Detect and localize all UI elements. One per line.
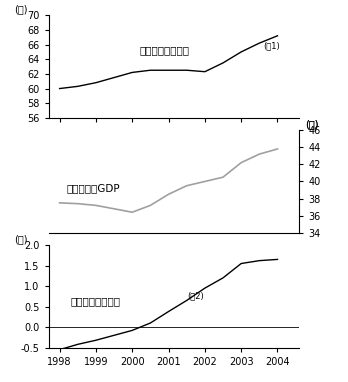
Text: (注2): (注2) bbox=[188, 291, 204, 300]
Text: (注1): (注1) bbox=[264, 42, 280, 50]
Text: (％): (％) bbox=[306, 119, 319, 129]
Text: 資本形成／GDP: 資本形成／GDP bbox=[67, 183, 120, 193]
Text: (％): (％) bbox=[14, 4, 27, 14]
Text: (％): (％) bbox=[306, 119, 319, 129]
Text: (倍): (倍) bbox=[14, 234, 27, 244]
Text: エネルギー弾性値: エネルギー弾性値 bbox=[71, 297, 120, 307]
Text: 重工業／工業生産: 重工業／工業生産 bbox=[140, 45, 190, 55]
